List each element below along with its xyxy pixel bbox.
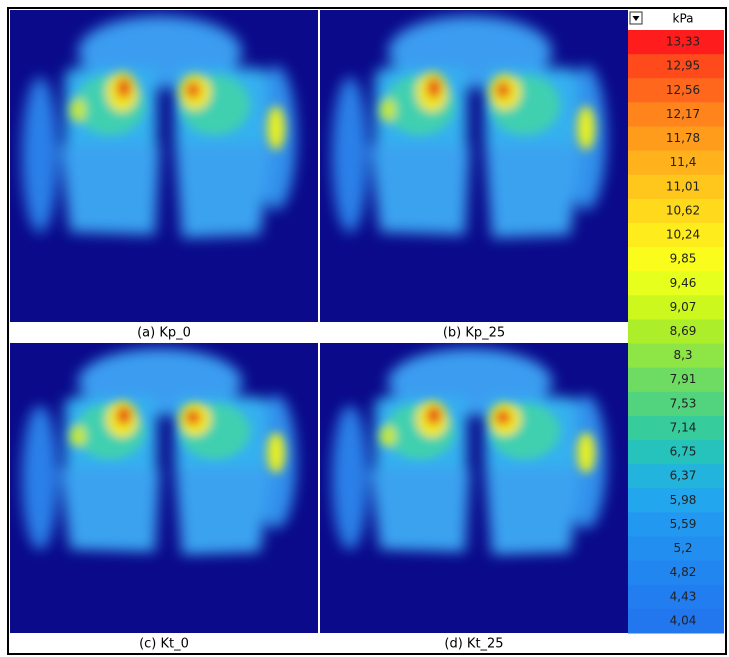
legend-label: 11,01 <box>666 179 700 193</box>
caption: (c) Kt_0 <box>139 637 189 652</box>
legend-label: 5,98 <box>670 493 697 507</box>
legend-label: 10,62 <box>666 203 700 217</box>
legend-unit: kPa <box>673 12 694 26</box>
heatmap <box>10 10 318 322</box>
legend-label: 9,85 <box>670 252 697 266</box>
legend-label: 4,04 <box>670 613 697 627</box>
legend-label: 4,82 <box>670 565 697 579</box>
pressure-figure: (a) Kp_0 (b) Kp_25 (c) Kt_0 (d) Kt_25 kP… <box>0 0 729 657</box>
heatmap <box>320 343 628 633</box>
legend-label: 7,14 <box>670 420 697 434</box>
legend-label: 9,07 <box>670 300 697 314</box>
caption: (b) Kp_25 <box>443 326 505 341</box>
legend-label: 4,43 <box>670 589 697 603</box>
caption: (a) Kp_0 <box>137 326 191 341</box>
legend-label: 12,56 <box>666 83 700 97</box>
legend-label: 6,37 <box>670 469 697 483</box>
legend-label: 5,59 <box>670 517 697 531</box>
legend-label: 7,53 <box>670 396 697 410</box>
legend-label: 5,2 <box>673 541 692 555</box>
figure: (a) Kp_0 (b) Kp_25 (c) Kt_0 (d) Kt_25 kP… <box>0 0 729 657</box>
heatmap <box>10 343 318 633</box>
legend-label: 12,95 <box>666 59 700 73</box>
legend-label: 8,3 <box>673 348 692 362</box>
legend-label: 6,75 <box>670 445 697 459</box>
legend-label: 7,91 <box>670 372 697 386</box>
legend-label: 11,4 <box>670 155 697 169</box>
legend-label: 12,17 <box>666 107 700 121</box>
caption: (d) Kt_25 <box>444 637 503 652</box>
legend-label: 10,24 <box>666 228 700 242</box>
legend-label: 8,69 <box>670 324 697 338</box>
legend-label: 9,46 <box>670 276 697 290</box>
legend-label: 13,33 <box>666 35 700 49</box>
legend-label: 11,78 <box>666 131 700 145</box>
heatmap <box>320 10 628 322</box>
